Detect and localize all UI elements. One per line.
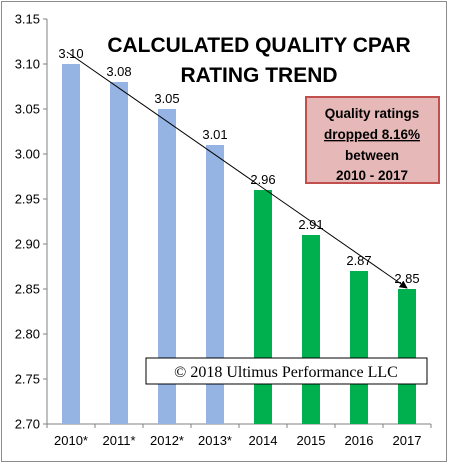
y-tick-labels: 2.70 2.75 2.80 2.85 2.90 2.95 3.00 3.05 3.10 3.15 xyxy=(15,12,40,432)
data-label: 3.08 xyxy=(106,64,131,79)
copyright-notice: © 2018 Ultimus Performance LLC xyxy=(145,357,428,385)
data-labels: 3.10 3.08 3.05 3.01 2.96 2.91 2.87 2.85 xyxy=(58,46,419,286)
annotation-line-3: between xyxy=(345,148,399,163)
trend-line xyxy=(66,51,408,289)
data-label: 3.10 xyxy=(58,46,83,61)
bar-2017 xyxy=(398,289,416,424)
y-tick-label: 3.10 xyxy=(15,57,40,72)
y-tick-label: 3.15 xyxy=(15,12,40,27)
bar-2013-est xyxy=(206,145,224,424)
y-tick-label: 2.70 xyxy=(15,417,40,432)
chart-title-line-2: RATING TREND xyxy=(180,64,337,87)
x-tick-label: 2015 xyxy=(297,433,326,448)
bar-2012-est xyxy=(158,109,176,424)
bar-2016 xyxy=(350,271,368,424)
y-tick-label: 3.05 xyxy=(15,102,40,117)
copyright-text: © 2018 Ultimus Performance LLC xyxy=(174,364,398,381)
bar-2015 xyxy=(302,235,320,424)
y-tick-label: 2.85 xyxy=(15,282,40,297)
y-tick-label: 2.95 xyxy=(15,192,40,207)
data-label: 3.05 xyxy=(154,91,179,106)
chart-title-line-1: CALCULATED QUALITY CPAR xyxy=(107,34,410,57)
copyright-box xyxy=(145,357,428,385)
annotation-box: Quality ratings dropped 8.16% between 20… xyxy=(305,96,440,184)
data-label: 3.01 xyxy=(202,127,227,142)
data-label: 2.91 xyxy=(298,217,323,232)
annotation-line-1: Quality ratings xyxy=(325,106,420,121)
annotation-box-background xyxy=(305,96,440,184)
x-tick-label: 2011* xyxy=(102,433,135,448)
x-tick-label: 2012* xyxy=(150,433,184,448)
chart-title: CALCULATED QUALITY CPAR RATING TREND xyxy=(107,34,410,87)
y-tick-label: 2.90 xyxy=(15,237,40,252)
trend-arrow xyxy=(66,51,408,289)
bar-2014 xyxy=(254,190,272,424)
x-tick-label: 2016 xyxy=(345,433,374,448)
y-tick-label: 2.80 xyxy=(15,327,40,342)
bar-2011-est xyxy=(110,82,128,424)
annotation-line-2: dropped 8.16% xyxy=(324,127,420,142)
x-tick-label: 2017 xyxy=(393,433,422,448)
y-tick-label: 3.00 xyxy=(15,147,40,162)
x-tick-label: 2010* xyxy=(54,433,88,448)
bar-2010-est xyxy=(62,64,80,424)
annotation-line-4: 2010 - 2017 xyxy=(336,168,408,183)
x-tick-label: 2013* xyxy=(198,433,232,448)
x-tick-labels: 2010* 2011* 2012* 2013* 2014 2015 2016 2017 xyxy=(54,433,421,448)
x-tick-label: 2014 xyxy=(249,433,278,448)
y-tick-label: 2.75 xyxy=(15,372,40,387)
data-label: 2.96 xyxy=(250,172,275,187)
data-label: 2.85 xyxy=(394,271,419,286)
data-label: 2.87 xyxy=(346,253,371,268)
